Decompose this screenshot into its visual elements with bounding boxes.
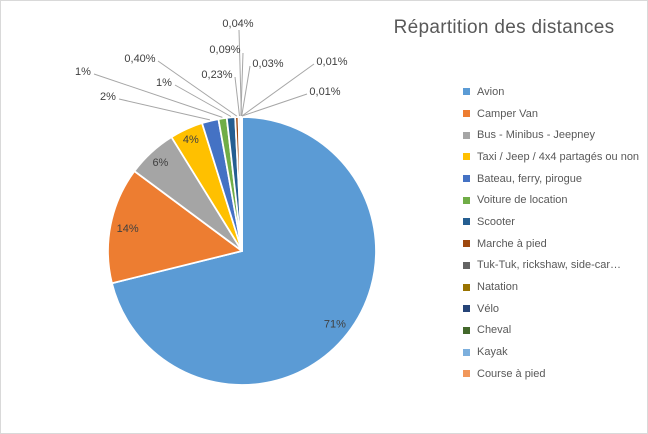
legend-item-label: Natation bbox=[477, 281, 518, 294]
data-label-course-a-pied[interactable]: 0,01% bbox=[309, 86, 340, 98]
legend-item-label: Camper Van bbox=[477, 107, 538, 120]
legend-item-label: Course à pied bbox=[477, 367, 546, 380]
chart-title[interactable]: Répartition des distances bbox=[393, 17, 615, 38]
leader-line-velo bbox=[238, 29, 242, 117]
legend-item-course-a-pied[interactable]: Course à pied bbox=[463, 363, 639, 385]
legend-item-label: Bateau, ferry, pirogue bbox=[477, 172, 582, 185]
legend-item-scooter[interactable]: Scooter bbox=[463, 211, 639, 233]
legend-item-cheval[interactable]: Cheval bbox=[463, 320, 639, 342]
data-label-velo[interactable]: 0,04% bbox=[222, 18, 253, 30]
legend-item-bus-minibus-jeepney[interactable]: Bus - Minibus - Jeepney bbox=[463, 124, 639, 146]
leader-line-cheval bbox=[241, 65, 251, 117]
data-label-camper-van[interactable]: 14% bbox=[117, 223, 139, 235]
data-label-natation[interactable]: 0,09% bbox=[209, 44, 240, 56]
legend-swatch-icon bbox=[463, 261, 470, 269]
legend-item-label: Kayak bbox=[477, 346, 508, 359]
legend-item-label: Taxi / Jeep / 4x4 partagés ou non bbox=[477, 150, 640, 163]
legend-item-label: Vélo bbox=[477, 302, 500, 315]
legend-swatch-icon bbox=[463, 305, 470, 313]
legend-item-avion[interactable]: Avion bbox=[463, 81, 639, 103]
legend-item-marche-a-pied[interactable]: Marche à pied bbox=[463, 233, 639, 255]
data-label-kayak[interactable]: 0,01% bbox=[316, 56, 347, 68]
data-label-bus-minibus-jeepney[interactable]: 6% bbox=[152, 157, 168, 169]
data-label-voiture-de-location[interactable]: 1% bbox=[75, 66, 91, 78]
leader-line-course-a-pied bbox=[241, 93, 308, 117]
leader-line-bateau-ferry-pirogue bbox=[118, 98, 211, 121]
data-label-tuk-tuk-rickshaw-side-car[interactable]: 0,23% bbox=[201, 69, 232, 81]
legend-item-taxi-jeep-4x4-partages-ou-non[interactable]: Taxi / Jeep / 4x4 partagés ou non bbox=[463, 146, 639, 168]
legend-item-bateau-ferry-pirogue[interactable]: Bateau, ferry, pirogue bbox=[463, 168, 639, 190]
legend-item-label: Voiture de location bbox=[477, 194, 568, 207]
data-label-marche-a-pied[interactable]: 0,40% bbox=[124, 53, 155, 65]
legend-item-label: Scooter bbox=[477, 215, 515, 228]
pie-slice-camper-van[interactable] bbox=[107, 170, 243, 285]
leader-lines bbox=[93, 29, 315, 121]
legend-swatch-icon bbox=[463, 88, 470, 96]
legend-swatch-icon bbox=[463, 326, 470, 334]
legend-swatch-icon bbox=[463, 348, 470, 356]
legend-item-natation[interactable]: Natation bbox=[463, 276, 639, 298]
pie-slice-avion[interactable] bbox=[111, 116, 377, 386]
legend-swatch-icon bbox=[463, 283, 470, 291]
legend-swatch-icon bbox=[463, 218, 470, 226]
legend-swatch-icon bbox=[463, 175, 470, 183]
leader-line-voiture-de-location bbox=[93, 73, 223, 118]
data-labels: 71%14%6%4%2%1%1%0,40%0,23%0,09%0,04%0,03… bbox=[75, 18, 348, 331]
data-label-cheval[interactable]: 0,03% bbox=[252, 58, 283, 70]
data-label-taxi-jeep-4x4-partages-ou-non[interactable]: 4% bbox=[183, 134, 199, 146]
legend: Avion Camper Van Bus - Minibus - Jeepney Ta… bbox=[463, 81, 639, 385]
legend-item-camper-van[interactable]: Camper Van bbox=[463, 103, 639, 125]
data-label-scooter[interactable]: 1% bbox=[156, 77, 172, 89]
leader-line-tuk-tuk-rickshaw-side-car bbox=[234, 76, 240, 117]
legend-swatch-icon bbox=[463, 153, 470, 161]
legend-item-voiture-de-location[interactable]: Voiture de location bbox=[463, 189, 639, 211]
legend-swatch-icon bbox=[463, 196, 470, 204]
leader-line-kayak bbox=[241, 63, 315, 117]
leader-line-scooter bbox=[174, 84, 232, 117]
leader-line-marche-a-pied bbox=[157, 60, 238, 117]
legend-item-label: Bus - Minibus - Jeepney bbox=[477, 129, 595, 142]
legend-swatch-icon bbox=[463, 370, 470, 378]
data-label-avion[interactable]: 71% bbox=[324, 319, 346, 331]
legend-item-label: Avion bbox=[477, 85, 505, 98]
legend-item-kayak[interactable]: Kayak bbox=[463, 341, 639, 363]
legend-item-label: Cheval bbox=[477, 324, 512, 337]
legend-swatch-icon bbox=[463, 110, 470, 118]
legend-item-velo[interactable]: Vélo bbox=[463, 298, 639, 320]
legend-swatch-icon bbox=[463, 240, 470, 248]
legend-swatch-icon bbox=[463, 131, 470, 139]
pie-slices bbox=[107, 116, 377, 386]
legend-item-label: Marche à pied bbox=[477, 237, 547, 250]
legend-item-label: Tuk-Tuk, rickshaw, side-car… bbox=[477, 259, 622, 272]
legend-item-tuk-tuk-rickshaw-side-car[interactable]: Tuk-Tuk, rickshaw, side-car… bbox=[463, 255, 639, 277]
data-label-bateau-ferry-pirogue[interactable]: 2% bbox=[100, 91, 116, 103]
